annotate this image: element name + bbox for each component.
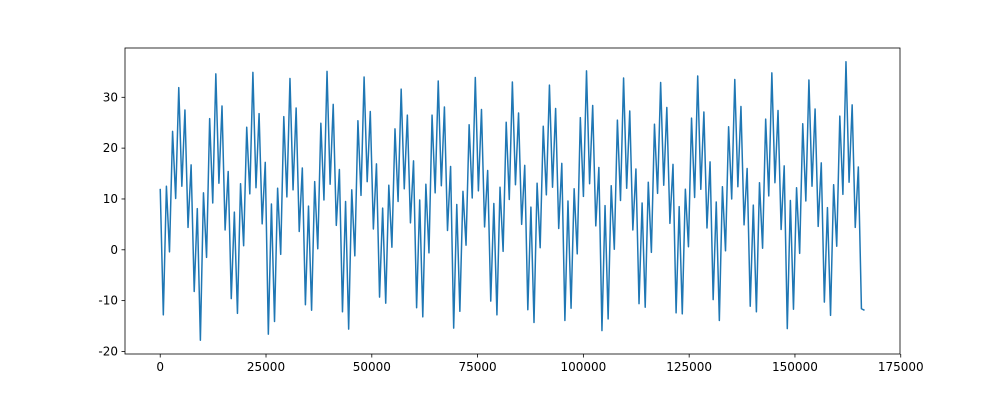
- y-tick-label: 30: [103, 90, 118, 104]
- x-tick-label: 50000: [353, 360, 391, 374]
- y-tick-label: 10: [103, 192, 118, 206]
- y-tick-label: 20: [103, 141, 118, 155]
- x-tick-label: 0: [156, 360, 164, 374]
- data-line: [159, 60, 865, 342]
- x-tick-label: 150000: [772, 360, 818, 374]
- x-tick-label: 125000: [666, 360, 712, 374]
- x-tick-label: 100000: [560, 360, 606, 374]
- y-tick-label: -20: [98, 344, 118, 358]
- y-tick-label: 0: [110, 243, 118, 257]
- plot-frame: [124, 47, 901, 355]
- x-tick-label: 75000: [458, 360, 496, 374]
- x-tick-label: 25000: [247, 360, 285, 374]
- x-tick-label: 175000: [878, 360, 924, 374]
- y-tick-label: -10: [98, 294, 118, 308]
